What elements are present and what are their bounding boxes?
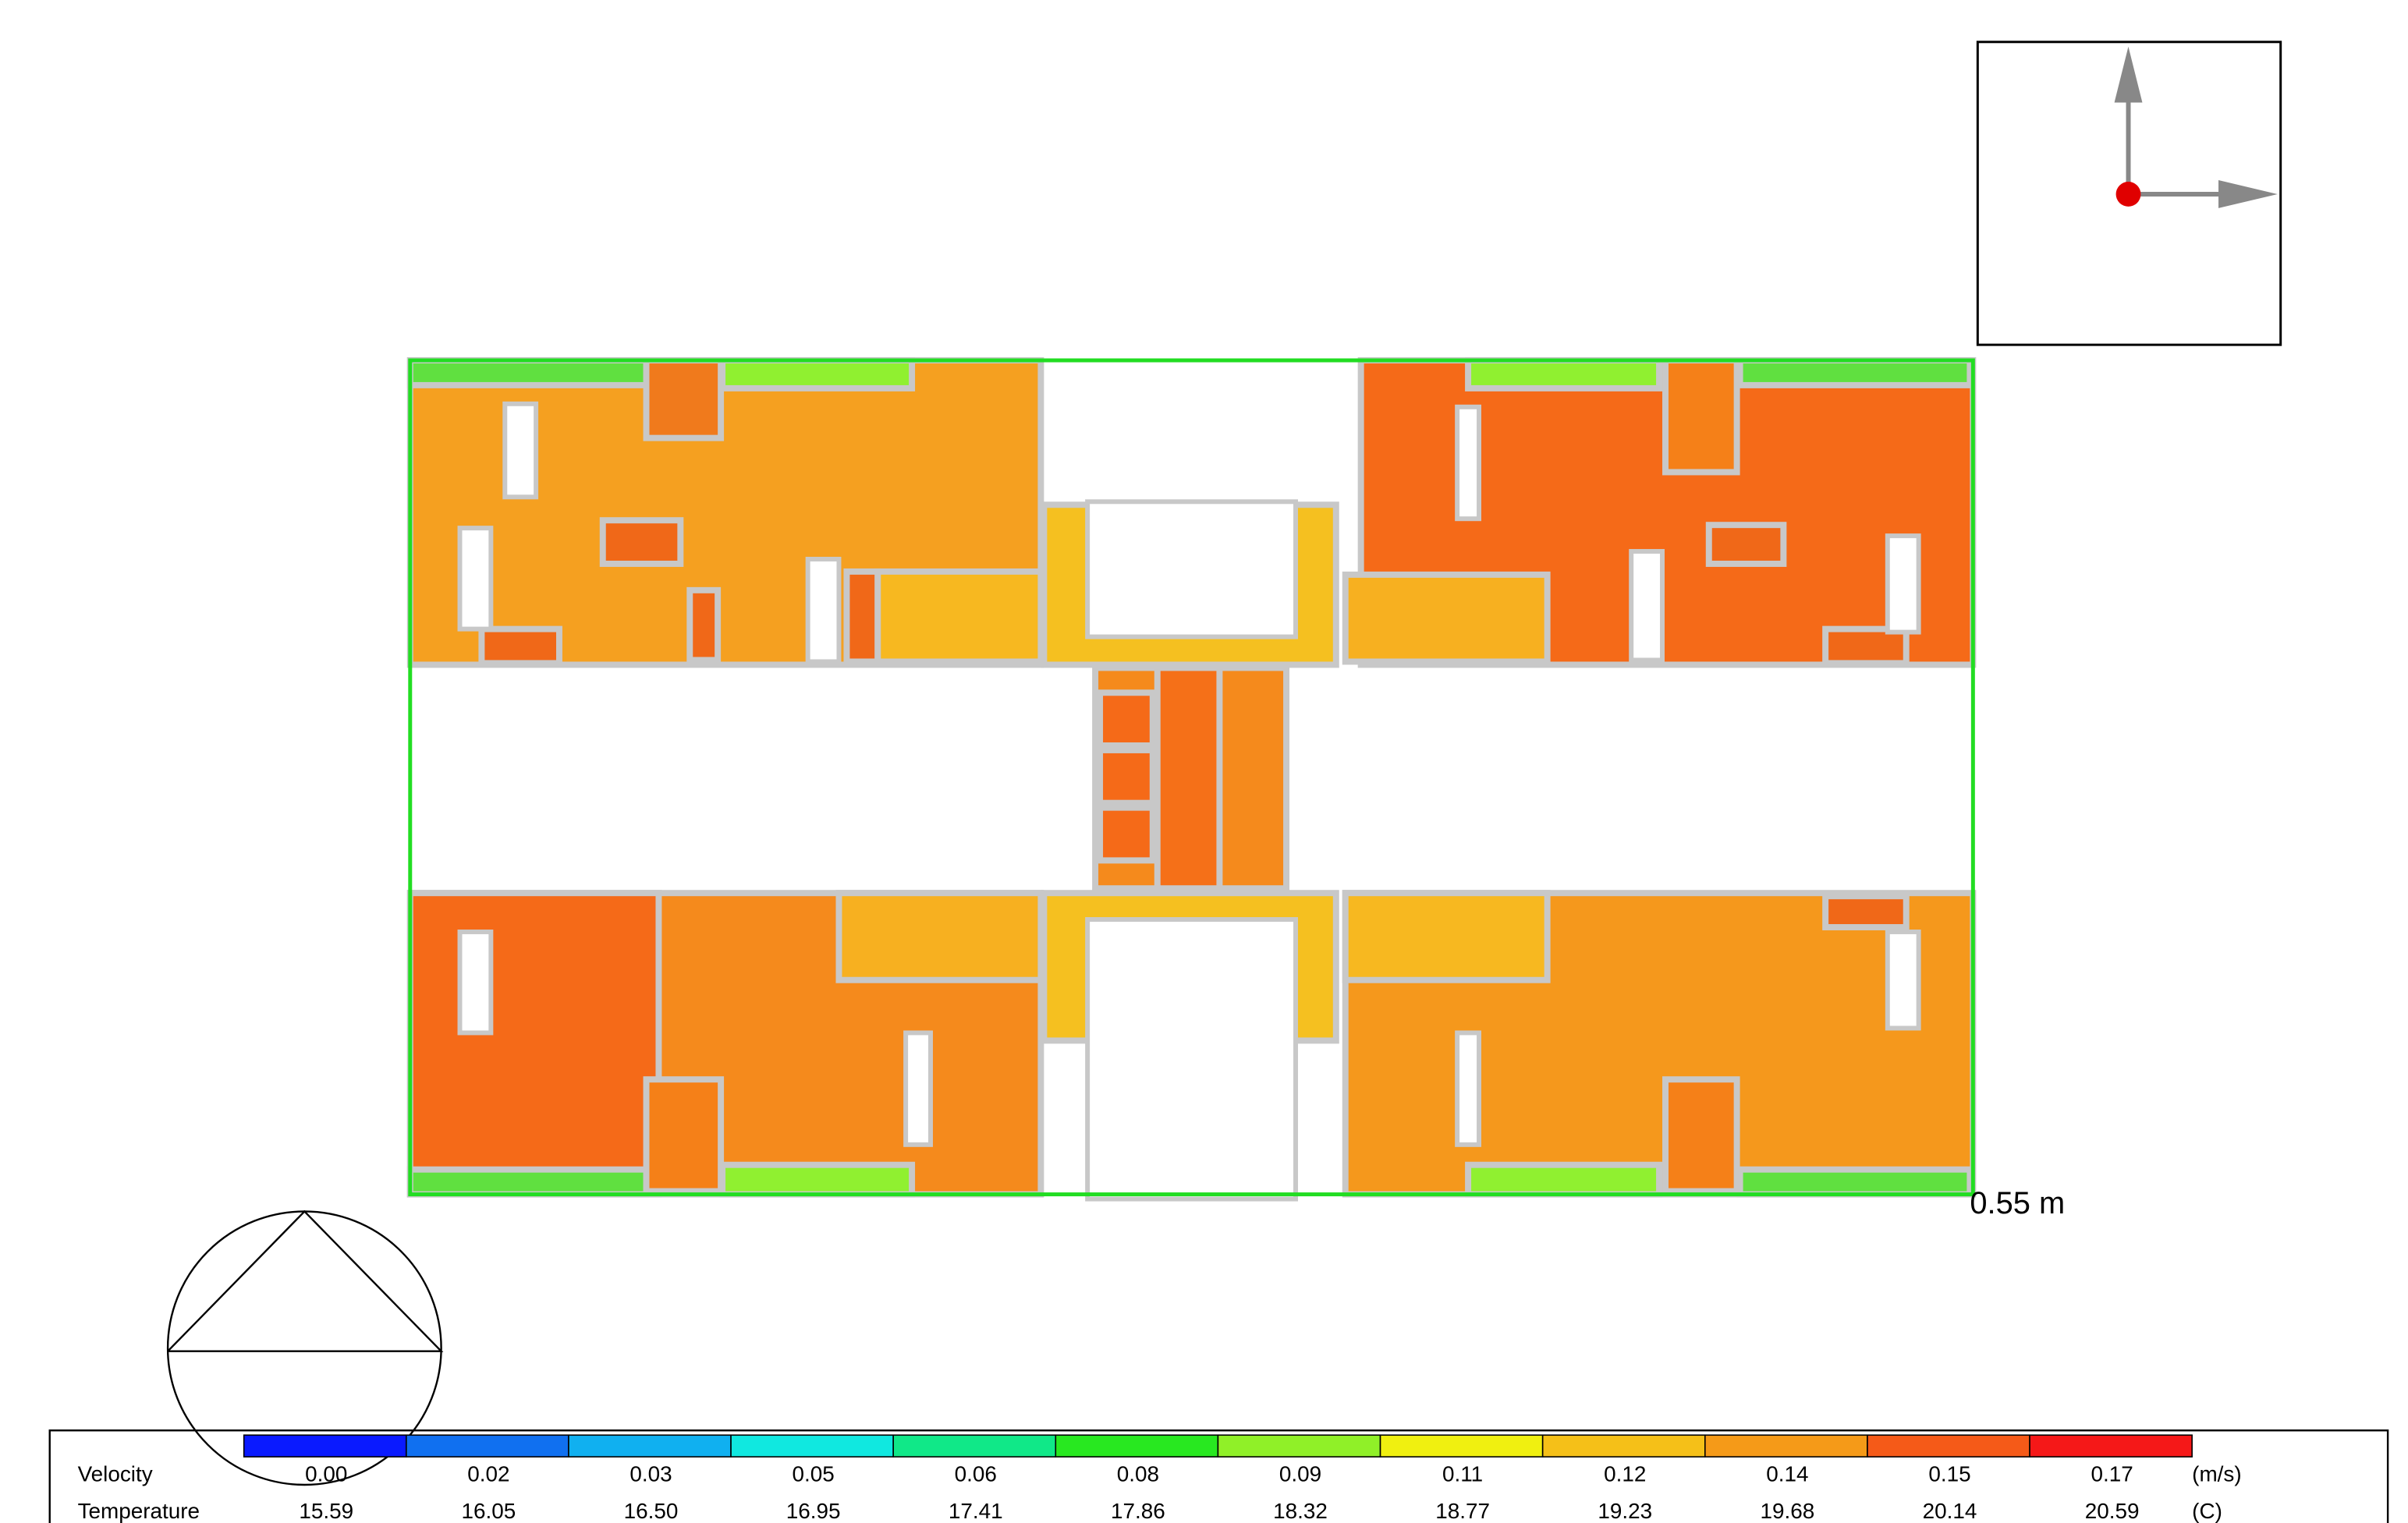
room [599, 517, 684, 567]
wall [1885, 533, 1921, 635]
room [835, 890, 1044, 983]
wall [1885, 929, 1921, 1031]
room [1736, 1166, 1974, 1198]
value-label: 0.14 [1766, 1461, 1808, 1486]
legend-frame [48, 1429, 2389, 1523]
value-label: 0.05 [792, 1461, 834, 1486]
room [1705, 522, 1787, 567]
room [643, 357, 725, 441]
value-label: 19.68 [1760, 1499, 1814, 1523]
room [1154, 664, 1223, 892]
value-label: 0.00 [305, 1461, 347, 1486]
room [1662, 1076, 1740, 1195]
wall [457, 929, 494, 1036]
room [1097, 746, 1156, 806]
room [406, 890, 662, 1198]
value-label: 0.17 [2091, 1461, 2133, 1486]
value-label: 16.50 [624, 1499, 679, 1523]
color-swatch [406, 1434, 569, 1457]
wall [1455, 1030, 1482, 1147]
color-swatch [1541, 1434, 1706, 1457]
row-label: Temperature [78, 1499, 200, 1523]
value-label: 18.77 [1435, 1499, 1490, 1523]
room [1662, 357, 1740, 476]
y-arrow-head [2114, 46, 2143, 103]
color-swatch [730, 1434, 894, 1457]
wall [1455, 404, 1482, 522]
row-label: Velocity [78, 1461, 153, 1486]
axis-triad [1976, 41, 2282, 346]
wall [805, 557, 842, 664]
value-label: 17.41 [949, 1499, 1003, 1523]
domain-boundary [408, 358, 1975, 1197]
value-label: 20.14 [1923, 1499, 1977, 1523]
color-swatch [2029, 1434, 2193, 1457]
color-swatch [1867, 1434, 2030, 1457]
room [1822, 625, 1910, 667]
room [1342, 571, 1551, 665]
value-label: 18.32 [1273, 1499, 1328, 1523]
room [478, 625, 562, 667]
value-label: 0.11 [1442, 1461, 1483, 1486]
color-swatch [1704, 1434, 1868, 1457]
scale-label: 0.55 m [1970, 1186, 2065, 1220]
color-swatch [1379, 1434, 1544, 1457]
legend: Velocity 0.00 0.02 0.03 0.05 0.06 0.08 0.09 0.11… [48, 1429, 2389, 1523]
value-label: 16.95 [786, 1499, 841, 1523]
color-swatch [1055, 1434, 1219, 1457]
value-label: 0.06 [955, 1461, 997, 1486]
unit-label: (C) [2192, 1499, 2222, 1523]
compass [166, 1210, 444, 1486]
value-label: 0.02 [467, 1461, 509, 1486]
room [686, 586, 722, 664]
value-label: 15.59 [299, 1499, 353, 1523]
compass-triangle [167, 1210, 444, 1352]
value-label: 19.23 [1598, 1499, 1652, 1523]
room [1097, 804, 1156, 864]
origin-dot [2115, 182, 2141, 207]
wall [903, 1030, 933, 1147]
color-swatch [892, 1434, 1057, 1457]
room [643, 1076, 725, 1195]
color-swatch [1217, 1434, 1381, 1457]
color-swatch [243, 1434, 407, 1457]
value-label: 20.59 [2085, 1499, 2140, 1523]
value-label: 0.12 [1604, 1461, 1646, 1486]
wall [502, 401, 539, 500]
floor-plan [406, 357, 1977, 1202]
room [719, 1161, 916, 1198]
room [719, 357, 916, 391]
x-arrow-head [2218, 180, 2278, 208]
courtyard [1085, 917, 1298, 1202]
value-label: 17.86 [1111, 1499, 1165, 1523]
room [1465, 1161, 1663, 1198]
room [1822, 893, 1910, 930]
room [406, 1166, 650, 1198]
room [406, 357, 650, 388]
room [874, 568, 1044, 665]
wall [457, 526, 494, 632]
value-label: 0.15 [1928, 1461, 1970, 1486]
room [1465, 357, 1663, 391]
room [1097, 689, 1156, 749]
value-label: 0.09 [1279, 1461, 1321, 1486]
value-label: 16.05 [461, 1499, 516, 1523]
value-label: 0.08 [1117, 1461, 1159, 1486]
color-swatch [568, 1434, 732, 1457]
room [1342, 890, 1551, 983]
unit-label: (m/s) [2192, 1461, 2241, 1486]
room [1736, 357, 1974, 388]
courtyard [1085, 499, 1298, 639]
value-label: 0.03 [629, 1461, 672, 1486]
room [843, 568, 881, 665]
wall [1629, 549, 1665, 663]
